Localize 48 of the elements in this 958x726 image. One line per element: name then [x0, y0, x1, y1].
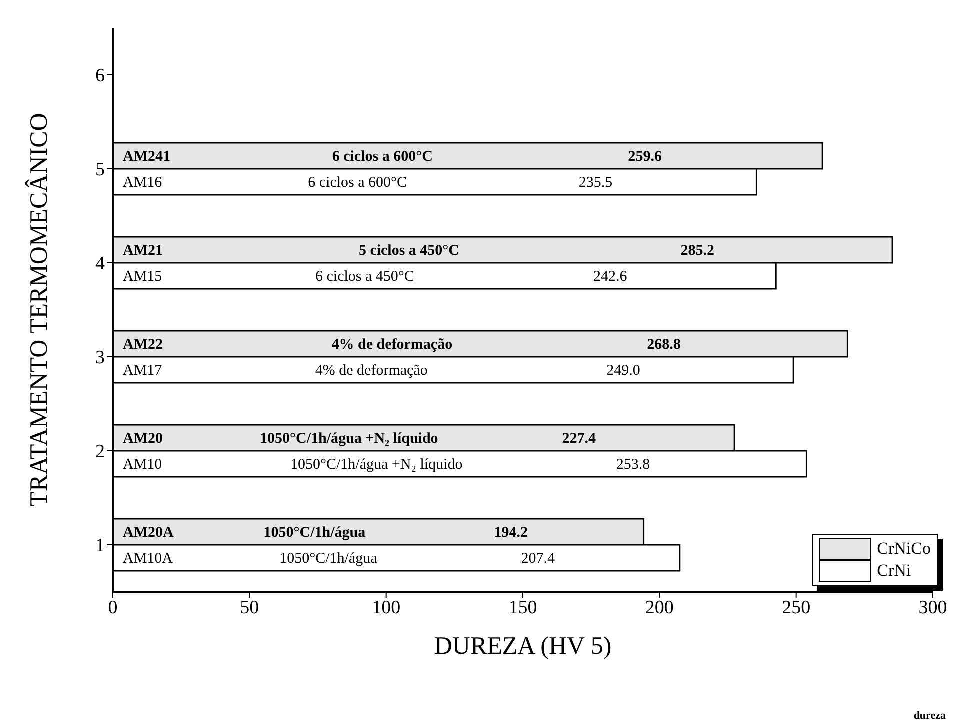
annotation: AM15 — [123, 269, 162, 285]
annotation: AM17 — [123, 363, 163, 379]
annotation: 6 ciclos a 600°C — [332, 149, 433, 165]
y-tick-label: 6 — [96, 66, 105, 87]
annotation: 5 ciclos a 450°C — [358, 243, 460, 259]
x-tick-label: 0 — [108, 597, 118, 618]
annotation: AM20 — [123, 431, 163, 447]
data-label: 235.5 — [578, 175, 613, 191]
legend-label: CrNiCo — [877, 539, 931, 559]
data-label: 249.0 — [606, 363, 640, 379]
annotation: 4% de deformação — [315, 363, 428, 379]
data-label: 194.2 — [494, 525, 528, 541]
y-tick-label: 5 — [96, 160, 105, 181]
annotation: AM16 — [123, 175, 163, 191]
annotation: AM10A — [123, 551, 174, 567]
y-tick-label: 2 — [96, 442, 105, 463]
x-tick-label: 300 — [918, 597, 948, 618]
y-axis-title: TRATAMENTO TERMOMECÂNICO — [24, 113, 53, 507]
annotation: AM20A — [123, 525, 174, 541]
legend-label: CrNi — [877, 561, 912, 581]
x-tick-label: 250 — [782, 597, 811, 618]
data-label: 259.6 — [628, 149, 663, 165]
data-label: 227.4 — [562, 431, 597, 447]
annotation: 1050°C/1h/água +N₂ líquido — [290, 457, 463, 473]
annotation: 6 ciclos a 600°C — [308, 175, 408, 191]
annotation: AM21 — [123, 243, 163, 259]
data-label: 207.4 — [521, 551, 556, 567]
x-axis-title: DUREZA (HV 5) — [434, 633, 612, 660]
data-label: 253.8 — [616, 457, 650, 473]
text: dureza — [914, 710, 946, 722]
data-label: 242.6 — [593, 269, 628, 285]
x-tick-label: 150 — [508, 597, 538, 618]
data-label: 268.8 — [647, 337, 681, 353]
annotation: AM241 — [123, 149, 170, 165]
annotation: AM10 — [123, 457, 162, 473]
annotation: 1050°C/1h/água — [264, 525, 366, 541]
annotation: AM22 — [123, 337, 163, 353]
annotation: 6 ciclos a 450°C — [316, 269, 414, 285]
annotation: 1050°C/1h/água +N₂ líquido — [260, 431, 438, 447]
annotation: 4% de deformação — [332, 337, 453, 353]
y-tick-label: 4 — [96, 254, 106, 275]
y-tick-label: 1 — [96, 536, 105, 557]
x-tick-label: 100 — [372, 597, 401, 618]
y-tick-label: 3 — [96, 348, 105, 369]
x-tick-label: 200 — [645, 597, 674, 618]
data-label: 285.2 — [680, 243, 715, 259]
x-tick-label: 50 — [240, 597, 260, 618]
annotation: 1050°C/1h/água — [280, 551, 378, 567]
